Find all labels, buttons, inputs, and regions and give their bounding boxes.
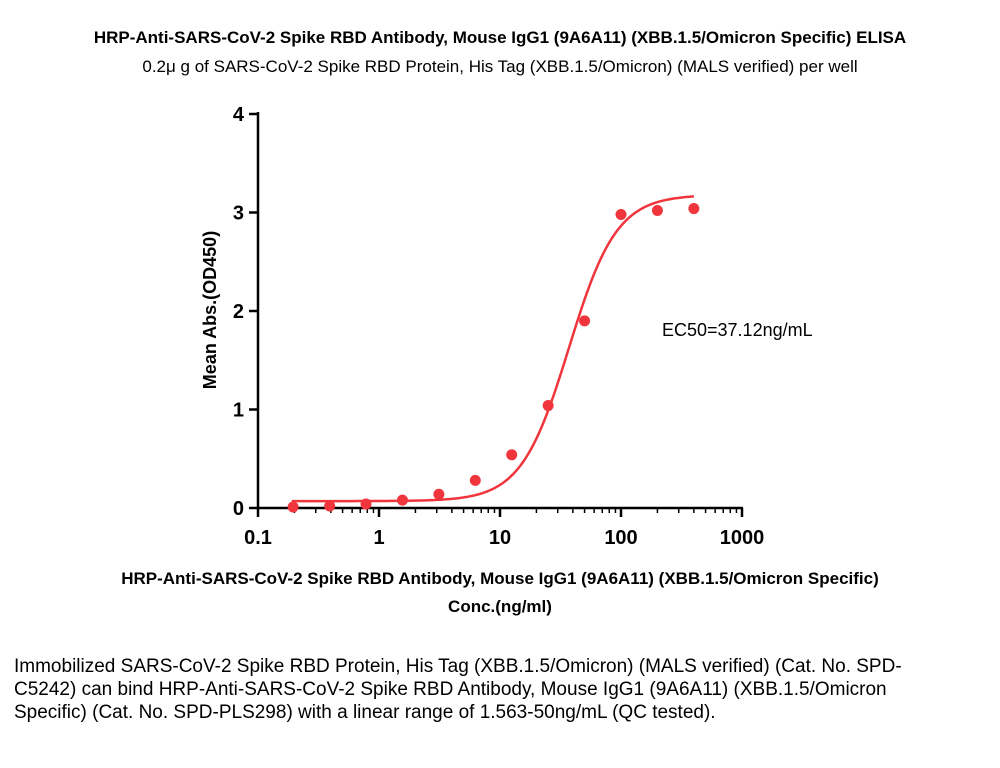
x-ticks: 0.1 1 10 100 1000 bbox=[244, 508, 764, 549]
y-axis-label: Mean Abs.(OD450) bbox=[200, 231, 220, 389]
x-tick-label: 100 bbox=[604, 527, 637, 549]
data-point bbox=[324, 500, 336, 512]
y-tick-label: 2 bbox=[233, 301, 244, 323]
chart-title: HRP-Anti-SARS-CoV-2 Spike RBD Antibody, … bbox=[93, 28, 907, 47]
data-point bbox=[506, 449, 518, 461]
data-point bbox=[287, 501, 299, 513]
x-tick-label: 1000 bbox=[720, 527, 765, 549]
figure-caption: Immobilized SARS-CoV-2 Spike RBD Protein… bbox=[14, 656, 902, 723]
y-ticks: 0 1 2 3 4 bbox=[233, 104, 258, 520]
x-axis-label-line1: HRP-Anti-SARS-CoV-2 Spike RBD Antibody, … bbox=[121, 569, 879, 588]
data-point bbox=[615, 208, 627, 220]
y-tick-label: 4 bbox=[233, 104, 245, 126]
elisa-chart: 0.1 1 10 100 1000 0 1 2 3 4 EC50=37.12ng/mL Mean… bbox=[121, 104, 879, 616]
ec50-annotation: EC50=37.12ng/mL bbox=[662, 320, 813, 340]
axes bbox=[256, 112, 743, 510]
data-point bbox=[579, 315, 591, 327]
x-tick-label: 10 bbox=[489, 527, 511, 549]
x-tick-label: 0.1 bbox=[244, 527, 272, 549]
data-point bbox=[360, 498, 372, 510]
data-point bbox=[688, 203, 700, 215]
data-point bbox=[469, 474, 481, 486]
data-point bbox=[542, 400, 554, 412]
data-points bbox=[287, 203, 700, 513]
data-point bbox=[396, 494, 408, 506]
fit-curve bbox=[291, 195, 694, 503]
y-tick-label: 3 bbox=[233, 203, 244, 225]
x-axis-label-line2: Conc.(ng/ml) bbox=[448, 597, 552, 616]
y-tick-label: 1 bbox=[233, 400, 244, 422]
data-point bbox=[433, 488, 445, 500]
y-tick-label: 0 bbox=[233, 498, 244, 520]
data-point bbox=[651, 205, 663, 217]
x-tick-label: 1 bbox=[373, 527, 384, 549]
chart-subtitle: 0.2μ g of SARS-CoV-2 Spike RBD Protein, … bbox=[142, 57, 858, 76]
